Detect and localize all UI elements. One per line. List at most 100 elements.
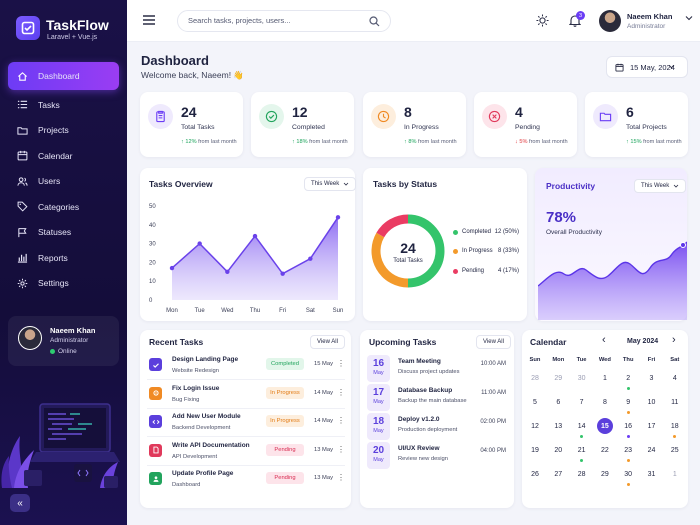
stat-card-completed[interactable]: 12 Completed ↑ 18% from last month [251,92,354,157]
calendar-day[interactable]: 4 [672,375,677,382]
calendar-prev-button[interactable]: ‹ [602,334,606,346]
event-description: Backup the main database [398,398,467,404]
stat-card-in-progress[interactable]: 8 In Progress ↑ 8% from last month [363,92,466,157]
more-options-icon[interactable]: ⋮ [337,416,345,425]
search-icon[interactable] [369,16,380,27]
calendar-day[interactable]: 24 [647,447,656,454]
data-point[interactable] [225,269,230,274]
calendar-day[interactable]: 18 [670,423,679,430]
calendar-day[interactable]: 3 [649,375,654,382]
data-point[interactable] [252,233,258,239]
calendar-day[interactable]: 2 [626,375,631,382]
recent-tasks-view-all-button[interactable]: View All [310,335,345,349]
calendar-day[interactable]: 30 [624,471,633,478]
calendar-next-button[interactable]: › [672,334,676,346]
sidebar-item-dashboard[interactable]: Dashboard [8,62,119,90]
stat-card-pending[interactable]: 4 Pending ↓ 5% from last month [474,92,577,157]
upcoming-tasks-title: Upcoming Tasks [369,337,437,347]
calendar-day[interactable]: 16 [624,423,633,430]
collapse-sidebar-button[interactable]: « [10,494,30,512]
table-row[interactable]: Fix Login Issue Bug Fixing In Progress 14 M… [147,384,345,412]
app-logo[interactable]: TaskFlow Laravel + Vue.js [16,16,109,41]
sidebar-item-tasks[interactable]: Tasks [8,92,119,118]
calendar-day[interactable]: 10 [647,399,656,406]
calendar-day[interactable]: 21 [577,447,586,454]
check-square-icon [149,358,162,371]
stat-card-total-projects[interactable]: 6 Total Projects ↑ 15% from last month [585,92,688,157]
calendar-day[interactable]: 30 [577,375,586,382]
sidebar-item-users[interactable]: Users [8,169,119,195]
calendar-day[interactable]: 26 [531,471,539,478]
calendar-day[interactable]: 14 [577,423,586,430]
calendar-day[interactable]: 8 [602,399,607,406]
trend-percent: 8% [408,139,417,145]
calendar-day[interactable]: 6 [556,399,561,406]
data-point[interactable] [197,241,202,246]
more-options-icon[interactable]: ⋮ [337,444,345,454]
data-point[interactable] [308,256,313,261]
list-item[interactable]: 16 May Team Meeting Discuss project updates… [367,355,508,384]
donut-slice[interactable] [407,214,445,288]
stat-card-total-tasks[interactable]: 24 Total Tasks ↑ 12% from last month [140,92,243,157]
calendar-day[interactable]: 20 [554,447,563,454]
avatar[interactable] [599,10,621,32]
calendar-day[interactable]: 19 [531,447,539,454]
table-row[interactable]: Add New User Module Backend Development In… [147,412,345,440]
calendar-day[interactable]: 29 [600,471,609,478]
folder-icon [17,126,28,135]
period-select[interactable]: This Week [304,177,357,191]
sidebar-item-reports[interactable]: Reports [8,245,119,271]
calendar-day[interactable]: 1 [672,471,677,478]
header-user-name[interactable]: Naeem Khan [627,12,673,21]
search-input[interactable] [188,16,358,25]
hamburger-menu-icon[interactable] [143,15,155,25]
sidebar-item-calendar[interactable]: Calendar [8,143,119,169]
event-dot-icon [626,387,630,390]
donut-slice[interactable] [371,232,409,288]
calendar-day[interactable]: 31 [647,471,656,478]
calendar-day[interactable]: 15 [600,423,609,430]
sidebar-item-projects[interactable]: Projects [8,118,119,144]
data-point[interactable] [169,265,175,271]
calendar-day[interactable]: 29 [554,375,563,382]
calendar-day[interactable]: 5 [533,399,537,406]
table-row[interactable]: Design Landing Page Website Redesign Compl… [147,355,345,383]
stat-value: 24 [181,104,197,120]
data-point[interactable] [335,215,341,220]
sidebar-item-statuses[interactable]: Statuses [8,220,119,246]
more-options-icon[interactable]: ⋮ [337,473,345,482]
upcoming-tasks-view-all-button[interactable]: View All [476,335,511,349]
more-options-icon[interactable]: ⋮ [337,359,345,368]
trend-percent: 5% [519,139,528,145]
date-picker-button[interactable]: 15 May, 2024 [606,56,688,78]
sidebar-user-card[interactable]: Naeem Khan Administrator Online [8,316,119,366]
calendar-day[interactable]: 23 [624,447,633,454]
list-item[interactable]: 18 May Deploy v1.2.0 Production deployment 0… [367,413,508,442]
calendar-day[interactable]: 27 [554,471,563,478]
calendar-day[interactable]: 17 [647,423,656,430]
calendar-day[interactable]: 12 [531,423,539,430]
sidebar-item-settings[interactable]: Settings [8,271,119,297]
table-row[interactable]: Write API Documentation API Development Pe… [147,441,345,469]
more-options-icon[interactable]: ⋮ [337,387,345,397]
sidebar-item-categories[interactable]: Categories [8,194,119,220]
legend-dot-icon [453,248,458,254]
calendar-day[interactable]: 13 [554,423,563,430]
data-point[interactable] [280,271,285,276]
calendar-day[interactable]: 25 [670,447,679,454]
calendar-day[interactable]: 7 [579,399,584,406]
calendar-day[interactable]: 28 [577,471,586,478]
chevron-down-icon[interactable] [685,15,693,21]
event-dot-icon [626,459,630,462]
calendar-day[interactable]: 11 [671,399,679,406]
calendar-day[interactable]: 9 [626,399,631,406]
calendar-day[interactable]: 22 [600,447,609,454]
calendar-day[interactable]: 1 [602,375,607,382]
productivity-period-select[interactable]: This Week [634,179,687,193]
list-item[interactable]: 20 May UI/UX Review Review new design 04:00 … [367,442,508,471]
list-item[interactable]: 17 May Database Backup Backup the main data… [367,384,508,413]
calendar-day[interactable]: 28 [531,375,539,382]
table-row[interactable]: Update Profile Page Dashboard Pending 13 Ma… [147,469,345,497]
donut-slice[interactable] [376,214,409,238]
theme-toggle-sun-icon[interactable] [536,14,549,27]
